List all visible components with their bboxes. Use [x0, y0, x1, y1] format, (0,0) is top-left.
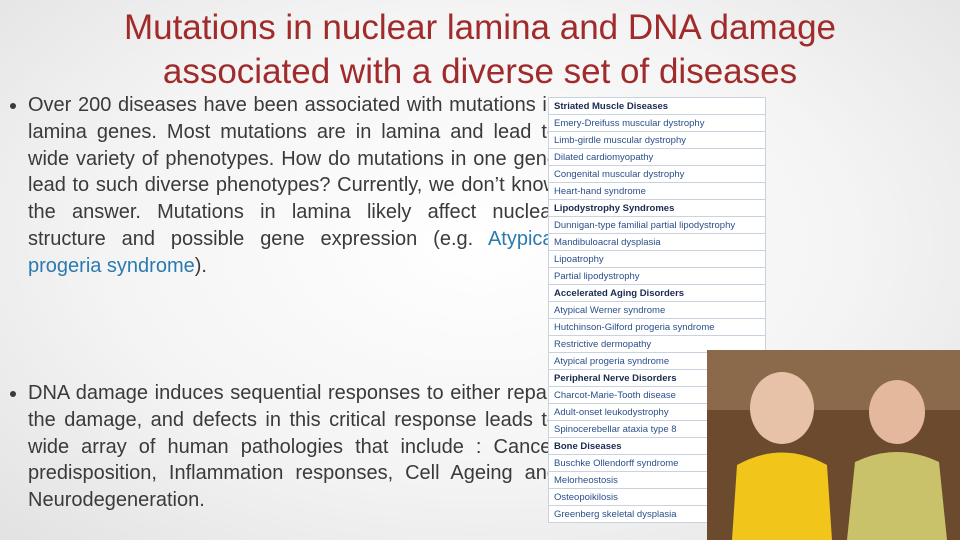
table-row: Congenital muscular dystrophy [548, 165, 766, 183]
table-row: Lipodystrophy Syndromes [548, 199, 766, 217]
disease-name: Dunnigan-type familial partial lipodystr… [548, 216, 766, 234]
slide-title: Mutations in nuclear lamina and DNA dama… [123, 8, 837, 91]
bullet: Over 200 diseases have been associated w… [28, 92, 558, 280]
table-body: Striated Muscle Diseases Emery-Dreifuss m… [548, 97, 766, 523]
disease-table: Striated Muscle Diseases Emery-Dreifuss m… [548, 97, 766, 523]
table-row: Accelerated Aging Disorders [548, 284, 766, 302]
disease-name: Partial lipodystrophy [548, 267, 766, 285]
disease-name: Mandibuloacral dysplasia [548, 233, 766, 251]
disease-name: Heart-hand syndrome [548, 182, 766, 200]
table-row: Lipoatrophy [548, 250, 766, 268]
table-row: Atypical Werner syndrome [548, 301, 766, 319]
table-row: Partial lipodystrophy [548, 267, 766, 285]
bullet-text: Over 200 diseases have been associated w… [28, 94, 558, 250]
table-row: Mandibuloacral dysplasia [548, 233, 766, 251]
bullet: DNA damage induces sequential responses … [28, 380, 558, 514]
table-row: Limb-girdle muscular dystrophy [548, 131, 766, 149]
table-row: Dilated cardiomyopathy [548, 148, 766, 166]
bullet-text: DNA damage induces sequential responses … [28, 382, 558, 512]
bullet-text: ). [194, 254, 207, 277]
section-heading: Striated Muscle Diseases [548, 97, 766, 115]
head [869, 380, 925, 444]
link-text[interactable]: Atypical progeria syndrome [28, 227, 558, 277]
shirt [732, 452, 832, 540]
bullet-list: DNA damage induces sequential responses … [10, 380, 558, 514]
disease-name: Congenital muscular dystrophy [548, 165, 766, 183]
disease-name: Emery-Dreifuss muscular dystrophy [548, 114, 766, 132]
table-row: Heart-hand syndrome [548, 182, 766, 200]
section-heading: Accelerated Aging Disorders [548, 284, 766, 302]
section-heading: Lipodystrophy Syndromes [548, 199, 766, 217]
table-row: Hutchinson-Gilford progeria syndrome [548, 318, 766, 336]
disease-name: Dilated cardiomyopathy [548, 148, 766, 166]
table-row: Striated Muscle Diseases [548, 97, 766, 115]
disease-name: Lipoatrophy [548, 250, 766, 268]
shirt [847, 452, 947, 540]
bullet-list: Over 200 diseases have been associated w… [10, 92, 558, 280]
table-row: Dunnigan-type familial partial lipodystr… [548, 216, 766, 234]
disease-name: Hutchinson-Gilford progeria syndrome [548, 318, 766, 336]
disease-name: Atypical Werner syndrome [548, 301, 766, 319]
photo [707, 350, 960, 540]
table-row: Emery-Dreifuss muscular dystrophy [548, 114, 766, 132]
disease-name: Limb-girdle muscular dystrophy [548, 131, 766, 149]
head [750, 372, 814, 444]
